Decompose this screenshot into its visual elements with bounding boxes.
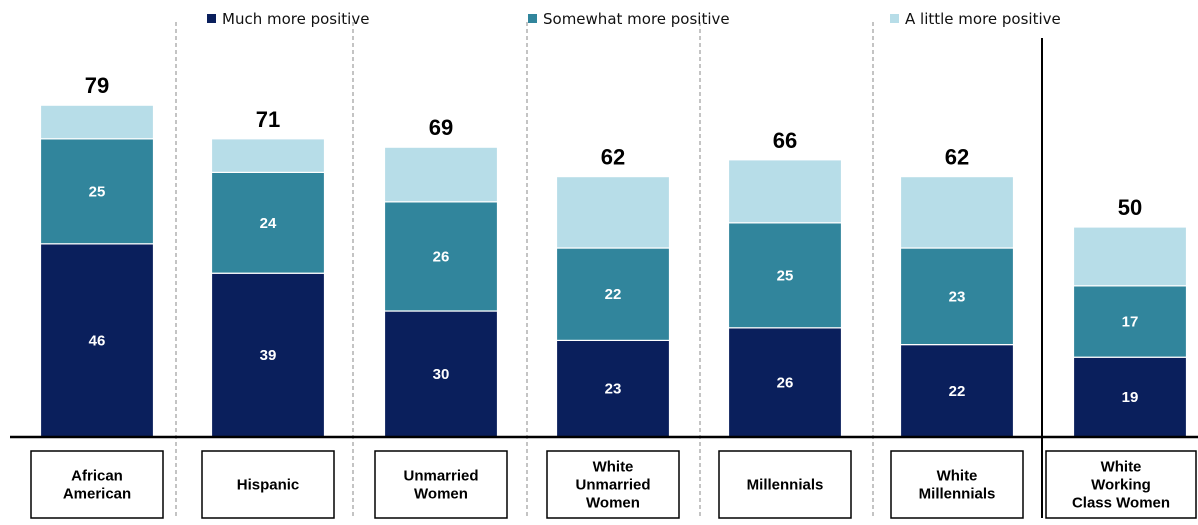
legend: Much more positive Somewhat more positive…	[207, 10, 1061, 28]
category-label: African	[71, 468, 123, 485]
category-label: Women	[586, 495, 640, 512]
total-label: 62	[601, 145, 625, 170]
category-label: Hispanic	[237, 477, 300, 494]
total-label: 71	[256, 107, 280, 132]
data-label: 23	[949, 288, 966, 305]
bar-segment-somewhat-more-positive	[210, 171, 326, 274]
category-box	[718, 450, 852, 519]
category-label: Unmarried	[403, 468, 478, 485]
total-label: 79	[85, 73, 109, 98]
data-label: 22	[605, 286, 622, 303]
data-label: 39	[260, 347, 277, 364]
legend-swatch-somewhat-more-positive	[528, 14, 537, 23]
legend-label-a-little-more-positive: A little more positive	[905, 10, 1061, 28]
total-label: 62	[945, 145, 969, 170]
bar-segment-much-more-positive	[383, 310, 499, 438]
total-label: 50	[1118, 195, 1142, 220]
category-label: White	[937, 468, 978, 485]
data-label: 26	[777, 374, 794, 391]
category-label: Working	[1091, 477, 1151, 494]
category-labels: AfricanAmericanHispanicUnmarriedWomenWhi…	[30, 450, 1197, 519]
data-label: 19	[1122, 389, 1139, 406]
category-label: Millennials	[919, 486, 996, 503]
bar-segment-much-more-positive	[899, 344, 1015, 438]
bar-segment-somewhat-more-positive	[383, 201, 499, 312]
data-label: 46	[89, 332, 106, 349]
category-label: White	[593, 459, 634, 476]
data-label: 26	[433, 248, 450, 265]
bars: 46 25 79 39 24 71 30 26 69 23 22 62 26 25 66 22 23 62 19 17…	[39, 73, 1188, 438]
category-label: Class Women	[1072, 495, 1170, 512]
bar-segment-a-little-more-positive	[210, 138, 326, 174]
bar-segment-somewhat-more-positive	[899, 247, 1015, 346]
legend-label-much-more-positive: Much more positive	[222, 10, 369, 28]
category-box	[201, 450, 335, 519]
data-label: 30	[433, 366, 450, 383]
category-box	[1045, 450, 1197, 519]
category-label: Millennials	[747, 477, 824, 494]
legend-label-somewhat-more-positive: Somewhat more positive	[543, 10, 730, 28]
category-box	[546, 450, 680, 519]
bar-segment-somewhat-more-positive	[555, 247, 671, 342]
bar-segment-a-little-more-positive	[39, 104, 155, 140]
category-box	[890, 450, 1024, 519]
category-label: White	[1101, 459, 1142, 476]
data-label: 25	[89, 183, 106, 200]
total-label: 66	[773, 128, 797, 153]
category-label: American	[63, 486, 131, 503]
data-label: 25	[777, 267, 794, 284]
bar-segment-somewhat-more-positive	[727, 222, 843, 329]
bar-segment-much-more-positive	[727, 327, 843, 438]
bar-segment-much-more-positive	[210, 272, 326, 438]
legend-swatch-much-more-positive	[207, 14, 216, 23]
total-label: 69	[429, 115, 453, 140]
bar-segment-a-little-more-positive	[1072, 226, 1188, 287]
data-label: 22	[949, 383, 966, 400]
bar-segment-a-little-more-positive	[899, 176, 1015, 249]
legend-swatch-a-little-more-positive	[890, 14, 899, 23]
category-label: Women	[414, 486, 468, 503]
bar-segment-much-more-positive	[39, 243, 155, 438]
bar-segment-a-little-more-positive	[555, 176, 671, 249]
bar-segment-a-little-more-positive	[383, 146, 499, 203]
data-label: 23	[605, 381, 622, 398]
category-label: Unmarried	[575, 477, 650, 494]
bar-segment-somewhat-more-positive	[1072, 285, 1188, 358]
bar-segment-a-little-more-positive	[727, 159, 843, 224]
category-box	[30, 450, 164, 519]
category-box	[374, 450, 508, 519]
data-label: 24	[260, 215, 277, 232]
data-label: 17	[1122, 314, 1139, 331]
bar-segment-much-more-positive	[555, 339, 671, 438]
